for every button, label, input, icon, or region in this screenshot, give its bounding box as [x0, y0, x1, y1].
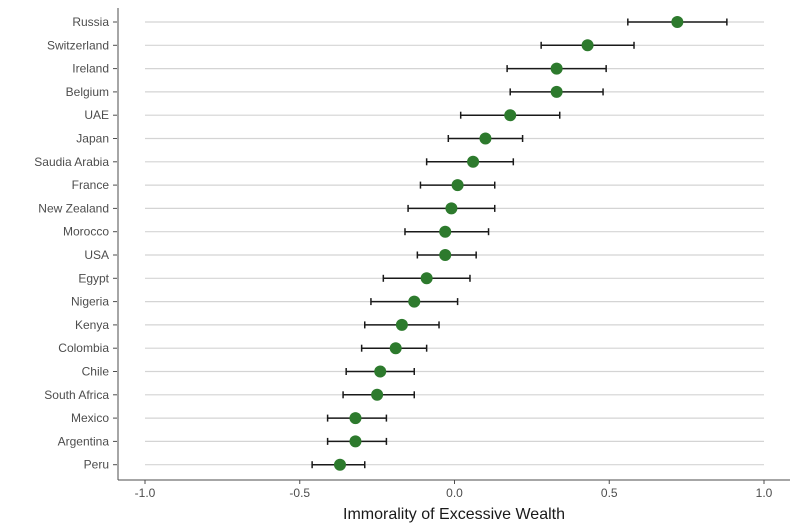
data-point	[408, 295, 421, 308]
y-tick-label: Mexico	[71, 411, 109, 425]
data-point	[451, 179, 464, 192]
data-point	[445, 202, 458, 215]
data-point	[349, 435, 362, 448]
data-point	[550, 85, 563, 98]
error-bars	[311, 18, 728, 469]
x-axis-title: Immorality of Excessive Wealth	[343, 506, 565, 523]
y-tick-label: New Zealand	[38, 201, 109, 215]
data-point	[479, 132, 492, 145]
y-tick-label: Kenya	[75, 318, 109, 332]
x-tick-label: -1.0	[135, 486, 156, 500]
data-point	[371, 388, 384, 401]
y-tick-label: Japan	[76, 132, 109, 146]
data-point	[420, 272, 433, 285]
data-point	[581, 39, 594, 52]
y-tick-label: South Africa	[44, 388, 109, 402]
y-tick-label: Egypt	[78, 271, 109, 285]
data-point	[333, 458, 346, 471]
y-tick-label: France	[72, 178, 110, 192]
data-point	[439, 225, 452, 238]
y-tick-label: Belgium	[66, 85, 109, 99]
y-tick-label: Saudia Arabia	[34, 155, 109, 169]
data-points	[333, 16, 684, 471]
data-point	[504, 109, 517, 122]
data-point	[467, 155, 480, 168]
data-point	[374, 365, 387, 378]
x-tick-label: 1.0	[756, 486, 773, 500]
data-point	[349, 412, 362, 425]
x-tick-label: 0.5	[601, 486, 618, 500]
y-tick-label: Chile	[82, 365, 110, 379]
x-tick-label: 0.0	[446, 486, 463, 500]
y-tick-label: Peru	[84, 458, 109, 472]
y-tick-label: UAE	[84, 108, 109, 122]
data-point	[671, 16, 684, 28]
y-tick-label: Colombia	[58, 341, 109, 355]
y-tick-label: Ireland	[72, 62, 109, 76]
x-axis: -1.0 -0.5 0.0 0.5 1.0	[117, 8, 790, 500]
data-point	[389, 342, 402, 355]
y-axis-tick-labels: Russia Switzerland Ireland Belgium UAE Japan S…	[34, 15, 117, 472]
data-point	[550, 62, 563, 75]
y-tick-label: Russia	[72, 15, 109, 29]
y-tick-label: Morocco	[63, 225, 109, 239]
y-tick-label: USA	[84, 248, 109, 262]
x-tick-label: -0.5	[289, 486, 310, 500]
y-tick-label: Nigeria	[71, 295, 109, 309]
gridlines	[145, 21, 764, 466]
y-tick-label: Switzerland	[47, 38, 109, 52]
data-point	[395, 318, 408, 331]
data-point	[439, 249, 452, 261]
y-tick-label: Argentina	[58, 434, 110, 448]
